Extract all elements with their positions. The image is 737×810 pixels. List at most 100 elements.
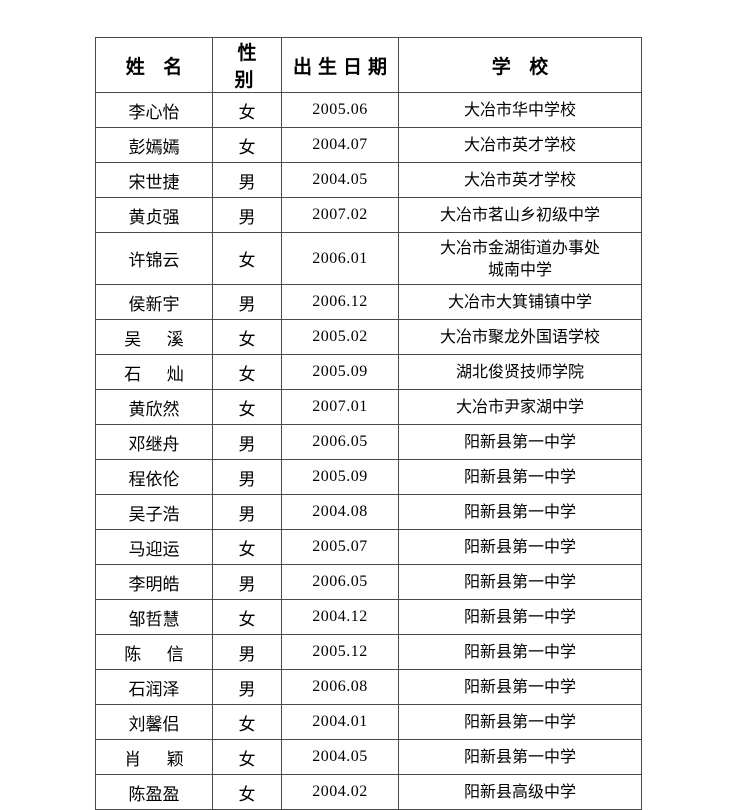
- cell-student-name: 侯新宇: [95, 284, 213, 320]
- cell-student-gender: 女: [212, 739, 282, 775]
- cell-student-name: 邓继舟: [95, 424, 213, 460]
- table-body: 李心怡女 2005.06 大冶市华中学校 彭嫣嫣女 2004.07 大冶市英才学校 宋世捷男…: [95, 92, 642, 810]
- cell-student-name: 陈 信: [95, 634, 213, 670]
- cell-student-birth: 2006.12: [281, 284, 399, 320]
- table-row: 彭嫣嫣女 2004.07 大冶市英才学校: [95, 127, 642, 163]
- table-row: 邓继舟男 2006.05 阳新县第一中学: [95, 424, 642, 460]
- cell-student-birth: 2004.05: [281, 162, 399, 198]
- cell-student-gender: 女: [212, 599, 282, 635]
- table-row: 陈盈盈女 2004.02 阳新县高级中学: [95, 774, 642, 810]
- column-header-birth: 出生日期: [281, 37, 399, 93]
- table-row: 侯新宇男 2006.12 大冶市大箕铺镇中学: [95, 284, 642, 320]
- cell-student-school: 大冶市茗山乡初级中学: [398, 197, 642, 233]
- cell-student-name: 宋世捷: [95, 162, 213, 198]
- cell-student-birth: 2006.05: [281, 564, 399, 600]
- cell-student-school: 阳新县高级中学: [398, 774, 642, 810]
- cell-student-name: 石 灿: [95, 354, 213, 390]
- cell-student-gender: 女: [212, 127, 282, 163]
- cell-student-school: 湖北俊贤技师学院: [398, 354, 642, 390]
- cell-student-gender: 男: [212, 564, 282, 600]
- table-row: 宋世捷男 2004.05 大冶市英才学校: [95, 162, 642, 198]
- cell-student-name: 马迎运: [95, 529, 213, 565]
- cell-student-gender: 男: [212, 424, 282, 460]
- table-row: 马迎运女 2005.07 阳新县第一中学: [95, 529, 642, 565]
- cell-student-birth: 2004.05: [281, 739, 399, 775]
- cell-student-gender: 女: [212, 704, 282, 740]
- cell-student-birth: 2006.05: [281, 424, 399, 460]
- cell-student-name: 刘馨侣: [95, 704, 213, 740]
- cell-student-school: 大冶市大箕铺镇中学: [398, 284, 642, 320]
- table-row: 陈 信男 2005.12 阳新县第一中学: [95, 634, 642, 670]
- column-header-gender: 性 别: [212, 37, 282, 93]
- cell-student-gender: 女: [212, 319, 282, 355]
- cell-student-gender: 男: [212, 197, 282, 233]
- cell-student-name: 肖 颖: [95, 739, 213, 775]
- table-header-row: 姓 名 性 别 出生日期 学 校: [95, 37, 642, 93]
- table-row: 石润泽男 2006.08 阳新县第一中学: [95, 669, 642, 705]
- cell-student-birth: 2007.02: [281, 197, 399, 233]
- cell-student-gender: 女: [212, 389, 282, 425]
- column-header-school: 学 校: [398, 37, 642, 93]
- cell-student-birth: 2006.01: [281, 232, 399, 285]
- cell-student-gender: 男: [212, 162, 282, 198]
- cell-student-school: 大冶市金湖街道办事处 城南中学: [398, 232, 642, 285]
- cell-student-name: 李明皓: [95, 564, 213, 600]
- table-row: 许锦云女 2006.01 大冶市金湖街道办事处 城南中学: [95, 232, 642, 285]
- cell-student-name: 黄贞强: [95, 197, 213, 233]
- cell-student-school: 阳新县第一中学: [398, 739, 642, 775]
- table-row: 程依伦男 2005.09 阳新县第一中学: [95, 459, 642, 495]
- cell-student-school: 大冶市华中学校: [398, 92, 642, 128]
- column-header-name: 姓 名: [95, 37, 213, 93]
- table-header: 姓 名 性 别 出生日期 学 校: [95, 37, 642, 93]
- cell-student-school: 阳新县第一中学: [398, 669, 642, 705]
- cell-student-school: 阳新县第一中学: [398, 599, 642, 635]
- cell-student-birth: 2007.01: [281, 389, 399, 425]
- cell-student-gender: 女: [212, 354, 282, 390]
- cell-student-school: 大冶市英才学校: [398, 162, 642, 198]
- table-row: 黄欣然女 2007.01 大冶市尹家湖中学: [95, 389, 642, 425]
- cell-student-birth: 2006.08: [281, 669, 399, 705]
- cell-student-birth: 2005.06: [281, 92, 399, 128]
- student-roster-table: 姓 名 性 别 出生日期 学 校 李心怡女 2005.06 大冶市华中学校 彭嫣嫣女 2…: [95, 37, 642, 810]
- cell-student-school: 大冶市英才学校: [398, 127, 642, 163]
- cell-student-gender: 男: [212, 494, 282, 530]
- cell-student-school: 阳新县第一中学: [398, 459, 642, 495]
- table-row: 邹哲慧女 2004.12 阳新县第一中学: [95, 599, 642, 635]
- cell-student-name: 石润泽: [95, 669, 213, 705]
- cell-student-birth: 2004.01: [281, 704, 399, 740]
- cell-student-birth: 2005.02: [281, 319, 399, 355]
- cell-student-name: 程依伦: [95, 459, 213, 495]
- cell-student-gender: 男: [212, 669, 282, 705]
- cell-student-name: 陈盈盈: [95, 774, 213, 810]
- cell-student-gender: 女: [212, 529, 282, 565]
- cell-student-school: 大冶市聚龙外国语学校: [398, 319, 642, 355]
- table-row: 李心怡女 2005.06 大冶市华中学校: [95, 92, 642, 128]
- table-row: 李明皓男 2006.05 阳新县第一中学: [95, 564, 642, 600]
- table-row: 肖 颖女 2004.05 阳新县第一中学: [95, 739, 642, 775]
- cell-student-name: 李心怡: [95, 92, 213, 128]
- cell-student-name: 黄欣然: [95, 389, 213, 425]
- table-row: 刘馨侣女 2004.01 阳新县第一中学: [95, 704, 642, 740]
- cell-student-gender: 男: [212, 459, 282, 495]
- cell-student-birth: 2005.12: [281, 634, 399, 670]
- cell-student-gender: 女: [212, 92, 282, 128]
- cell-student-school: 阳新县第一中学: [398, 494, 642, 530]
- cell-student-birth: 2004.08: [281, 494, 399, 530]
- cell-student-birth: 2005.07: [281, 529, 399, 565]
- cell-student-school: 阳新县第一中学: [398, 704, 642, 740]
- cell-student-gender: 女: [212, 232, 282, 285]
- cell-student-gender: 女: [212, 774, 282, 810]
- cell-student-birth: 2004.12: [281, 599, 399, 635]
- cell-student-gender: 男: [212, 284, 282, 320]
- table-row: 石 灿女 2005.09 湖北俊贤技师学院: [95, 354, 642, 390]
- cell-student-birth: 2005.09: [281, 459, 399, 495]
- cell-student-name: 彭嫣嫣: [95, 127, 213, 163]
- cell-student-gender: 男: [212, 634, 282, 670]
- cell-student-school: 阳新县第一中学: [398, 564, 642, 600]
- cell-student-name: 许锦云: [95, 232, 213, 285]
- cell-student-school: 阳新县第一中学: [398, 529, 642, 565]
- cell-student-name: 邹哲慧: [95, 599, 213, 635]
- table-row: 吴子浩男 2004.08 阳新县第一中学: [95, 494, 642, 530]
- table-row: 吴 溪女 2005.02 大冶市聚龙外国语学校: [95, 319, 642, 355]
